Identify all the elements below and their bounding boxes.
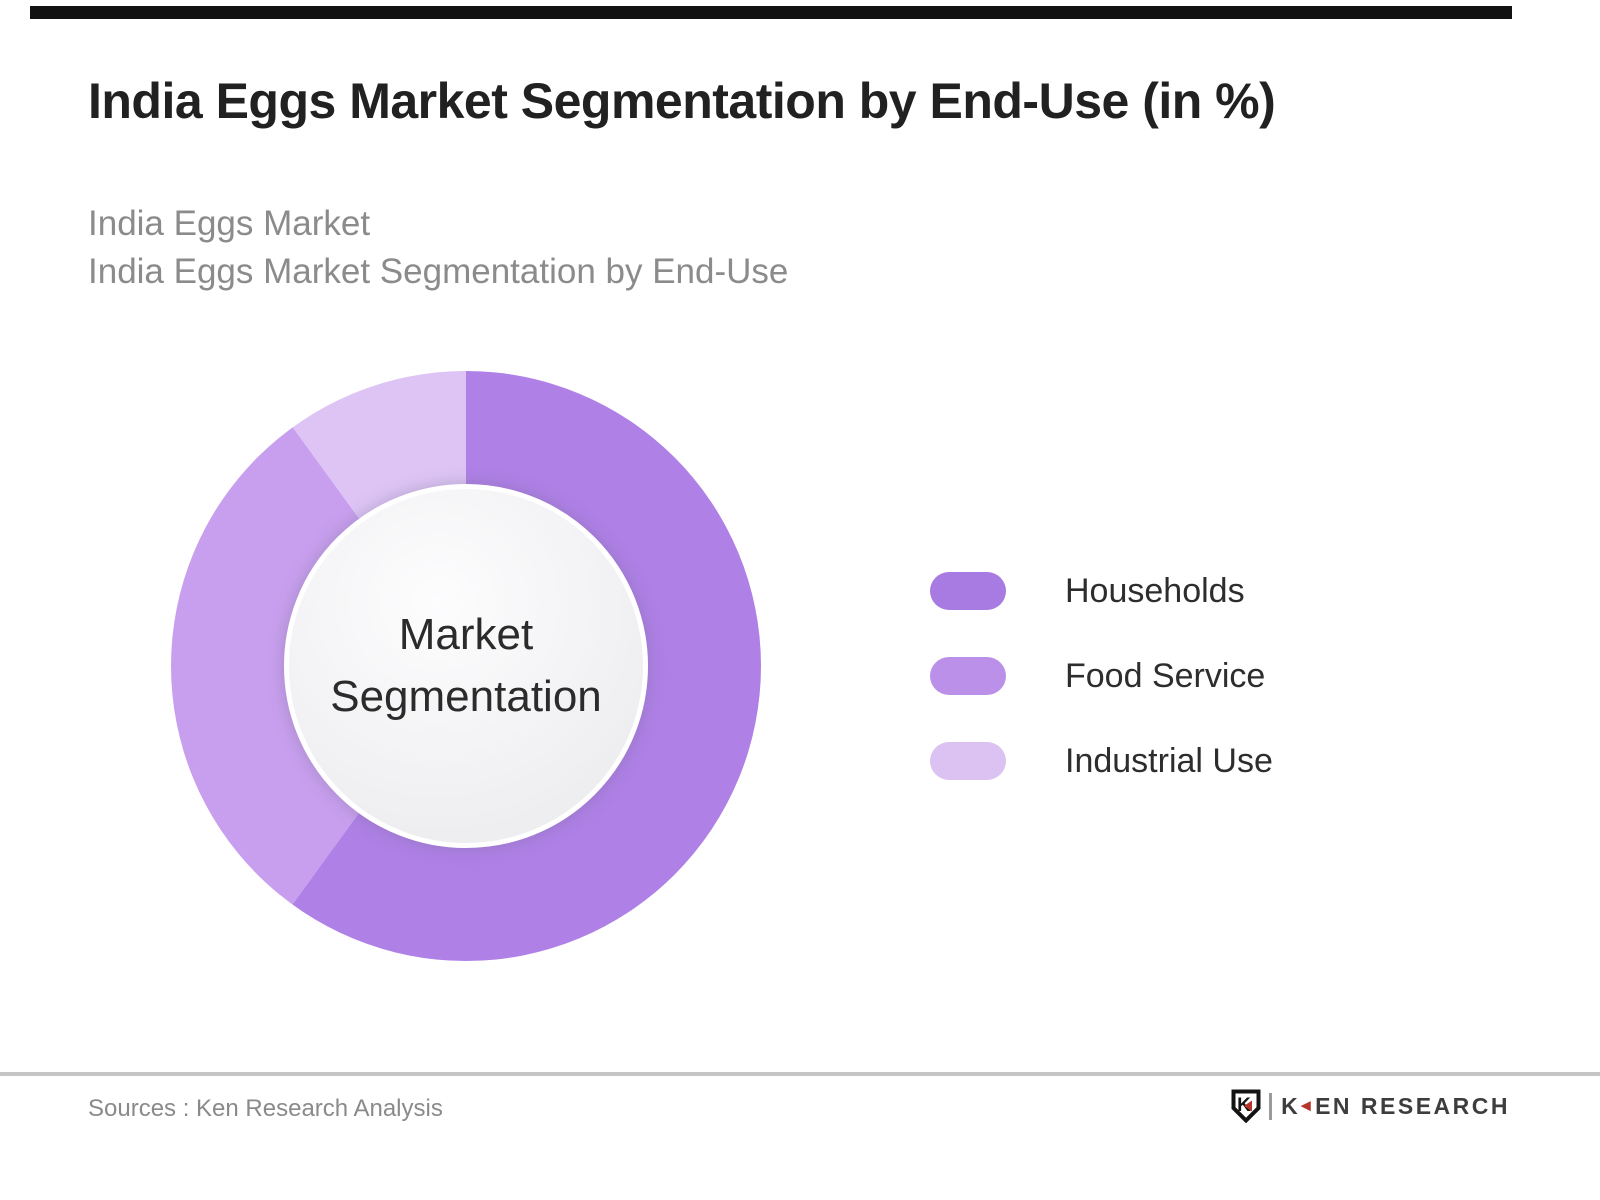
donut-center-label-line2: Segmentation [330, 672, 602, 721]
chart-subtitle: India Eggs Market India Eggs Market Segm… [88, 200, 788, 296]
footer-divider [0, 1072, 1600, 1076]
subtitle-line-1: India Eggs Market [88, 204, 371, 243]
legend-swatch-households [930, 572, 1006, 610]
legend-swatch-industrial-use [930, 742, 1006, 780]
svg-text:K: K [1237, 1095, 1251, 1116]
legend-swatch-food-service [930, 657, 1006, 695]
chart-legend: Households Food Service Industrial Use [930, 572, 1273, 780]
legend-label-industrial-use: Industrial Use [1065, 741, 1273, 780]
sources-note: Sources : Ken Research Analysis [88, 1095, 443, 1122]
legend-label-households: Households [1065, 571, 1245, 610]
ken-research-logo: K K ◄ EN RESEARCH [1230, 1086, 1510, 1126]
legend-item-households: Households [930, 572, 1273, 610]
legend-item-industrial-use: Industrial Use [930, 742, 1273, 780]
top-border-bar [30, 6, 1512, 19]
legend-label-food-service: Food Service [1065, 656, 1266, 695]
subtitle-line-2: India Eggs Market Segmentation by End-Us… [88, 252, 789, 291]
logo-arrow-icon: ◄ [1297, 1096, 1315, 1115]
donut-center-label-line1: Market [398, 610, 534, 659]
logo-letter-k: K [1281, 1092, 1301, 1119]
page-title: India Eggs Market Segmentation by End-Us… [88, 73, 1276, 129]
donut-chart: Market Segmentation [171, 371, 761, 961]
logo-wordmark: K ◄ EN RESEARCH [1281, 1093, 1510, 1120]
ken-research-shield-icon: K [1231, 1089, 1261, 1123]
donut-center: Market Segmentation [284, 484, 648, 848]
logo-text-rest: EN RESEARCH [1315, 1092, 1510, 1119]
legend-item-food-service: Food Service [930, 657, 1273, 695]
logo-divider [1269, 1092, 1273, 1120]
